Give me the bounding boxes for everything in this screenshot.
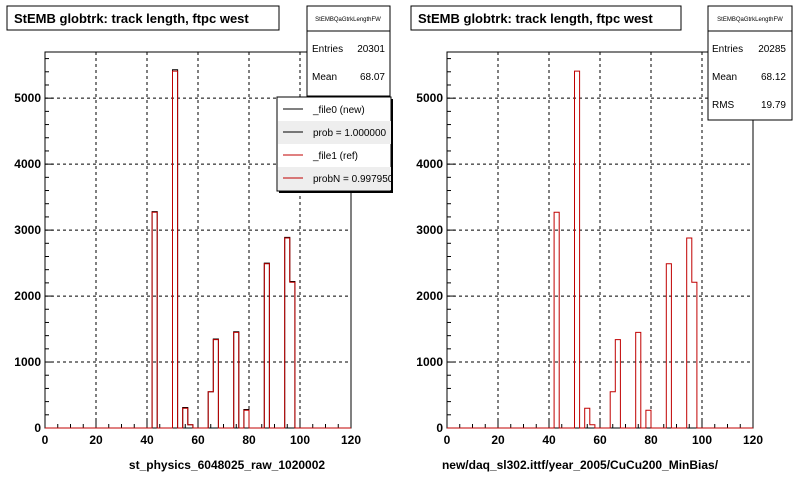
x-tick-label: 60 xyxy=(593,433,607,447)
legend-entry-new: _file0 (new) xyxy=(312,105,365,116)
y-tick-label: 0 xyxy=(436,421,443,435)
x-tick-label: 80 xyxy=(242,433,256,447)
panel-left-stats-box: StEMBQaGtrkLengthFW Entries 20301 Mean 6… xyxy=(306,5,391,97)
y-tick-label: 0 xyxy=(34,421,41,435)
y-tick-label: 5000 xyxy=(14,91,41,105)
panel-left-legend: _file0 (new) prob = 1.000000 _file1 (ref… xyxy=(276,96,394,193)
x-tick-label: 100 xyxy=(290,433,310,447)
y-tick-label: 4000 xyxy=(416,157,443,171)
x-tick-label: 0 xyxy=(444,433,451,447)
panel-left-histograms xyxy=(45,69,351,429)
x-tick-label: 120 xyxy=(341,433,361,447)
panel-right-stats-mean-value: 68.12 xyxy=(761,72,786,83)
legend-entry-ref: _file1 (ref) xyxy=(312,151,358,162)
x-tick-label: 20 xyxy=(89,433,103,447)
histogram-series-0 xyxy=(447,70,753,429)
y-tick-label: 2000 xyxy=(416,289,443,303)
panel-left: StEMB globtrk: track length, ftpc west 0… xyxy=(6,5,394,472)
panel-left-stats-name: StEMBQaGtrkLengthFW xyxy=(315,17,381,23)
panel-right-stats-box: StEMBQaGtrkLengthFW Entries 20285 Mean 6… xyxy=(707,5,793,121)
panel-left-stats-mean-value: 68.07 xyxy=(360,72,385,83)
x-tick-label: 80 xyxy=(644,433,658,447)
x-tick-label: 20 xyxy=(491,433,505,447)
panel-right-stats-entries-label: Entries xyxy=(712,44,743,55)
panel-right-title-box xyxy=(410,5,682,31)
panel-left-stats-entries-label: Entries xyxy=(312,44,343,55)
y-tick-label: 1000 xyxy=(416,355,443,369)
panel-right-y-axis: 0 1000 2000 3000 4000 5000 xyxy=(416,58,455,435)
x-tick-label: 40 xyxy=(542,433,556,447)
panel-right-stats-mean-label: Mean xyxy=(712,72,737,83)
y-tick-label: 4000 xyxy=(14,157,41,171)
legend-entry-prob: prob = 1.000000 xyxy=(313,128,387,139)
panel-left-y-axis: 0 1000 2000 3000 4000 5000 xyxy=(14,58,53,435)
y-tick-label: 2000 xyxy=(14,289,41,303)
panel-right-stats-rms-label: RMS xyxy=(712,100,735,111)
histogram-series-1 xyxy=(45,70,351,429)
panel-left-stats-mean-label: Mean xyxy=(312,72,337,83)
panel-left-title: StEMB globtrk: track length, ftpc west xyxy=(14,11,249,26)
panel-left-x-axis: 0 20 40 60 80 100 120 xyxy=(42,420,361,447)
panel-right-stats-name: StEMBQaGtrkLengthFW xyxy=(717,17,783,23)
x-tick-label: 120 xyxy=(743,433,763,447)
y-tick-label: 3000 xyxy=(416,223,443,237)
y-tick-label: 5000 xyxy=(416,91,443,105)
panel-right-grid xyxy=(447,52,753,428)
legend-entry-probn: probN = 0.997950 xyxy=(313,174,394,185)
x-tick-label: 40 xyxy=(140,433,154,447)
panel-right-histograms xyxy=(447,70,753,429)
x-tick-label: 60 xyxy=(191,433,205,447)
y-tick-label: 1000 xyxy=(14,355,41,369)
panel-right-x-axis: 0 20 40 60 80 100 120 xyxy=(444,420,763,447)
panel-left-xlabel: st_physics_6048025_raw_1020002 xyxy=(129,458,325,472)
panel-right-stats-entries-value: 20285 xyxy=(758,44,786,55)
panel-right-title: StEMB globtrk: track length, ftpc west xyxy=(418,11,653,26)
panel-right: StEMB globtrk: track length, ftpc west 0… xyxy=(410,5,793,472)
panel-left-title-box xyxy=(6,5,280,31)
panel-left-stats-entries-value: 20301 xyxy=(357,44,385,55)
panel-right-stats-rms-value: 19.79 xyxy=(761,100,786,111)
x-tick-label: 100 xyxy=(692,433,712,447)
panel-right-xlabel: new/daq_sl302.ittf/year_2005/CuCu200_Min… xyxy=(442,458,719,472)
x-tick-label: 0 xyxy=(42,433,49,447)
y-tick-label: 3000 xyxy=(14,223,41,237)
